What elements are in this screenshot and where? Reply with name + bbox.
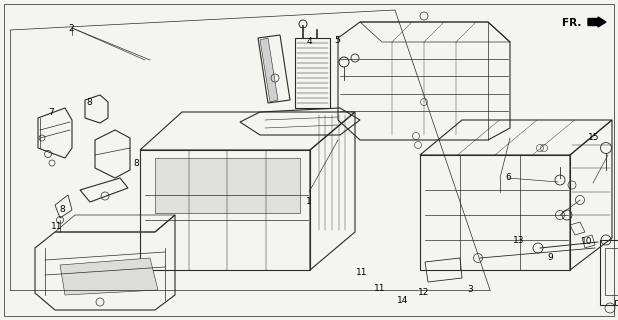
Bar — [295, 38, 330, 108]
Text: 1: 1 — [306, 197, 312, 206]
Text: 15: 15 — [588, 133, 599, 142]
Text: 4: 4 — [306, 37, 312, 46]
Text: 6: 6 — [505, 173, 511, 182]
Text: 8: 8 — [133, 159, 139, 168]
Text: 8: 8 — [59, 205, 65, 214]
Text: 14: 14 — [397, 296, 408, 305]
Polygon shape — [60, 258, 158, 295]
Polygon shape — [260, 38, 278, 102]
Bar — [600, 240, 618, 305]
Text: FR.: FR. — [562, 18, 582, 28]
Text: 2: 2 — [68, 24, 74, 33]
Text: 9: 9 — [547, 253, 553, 262]
Text: 5: 5 — [334, 36, 340, 44]
Text: 11: 11 — [356, 268, 367, 277]
Text: 7: 7 — [48, 108, 54, 116]
Text: 8: 8 — [87, 98, 93, 107]
FancyArrow shape — [588, 17, 606, 27]
Text: 12: 12 — [418, 288, 429, 297]
Text: 3: 3 — [467, 285, 473, 294]
Text: 10: 10 — [582, 237, 593, 246]
Text: 13: 13 — [514, 236, 525, 245]
Text: 11: 11 — [51, 222, 62, 231]
Bar — [155, 158, 300, 213]
Text: 11: 11 — [375, 284, 386, 293]
